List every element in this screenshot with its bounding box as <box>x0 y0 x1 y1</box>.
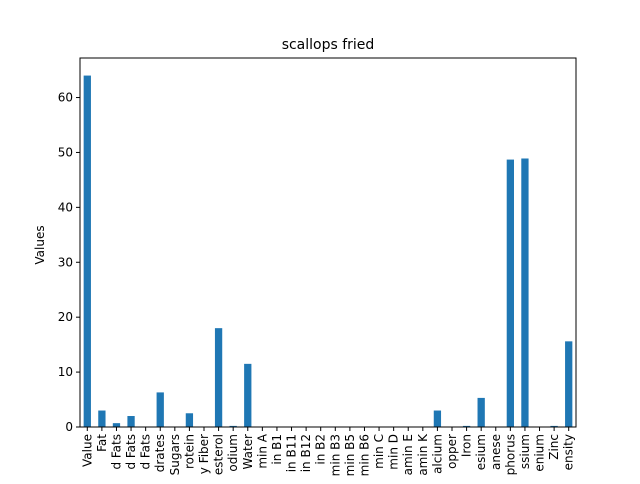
x-tick-label: phorus <box>503 434 517 475</box>
x-tick-label: min A <box>255 433 269 468</box>
bar <box>156 392 164 427</box>
x-tick-label: anese <box>489 434 503 470</box>
x-tick-label: rotein <box>182 434 196 469</box>
x-tick-label: esium <box>474 434 488 470</box>
x-tick-label: alcium <box>430 434 444 474</box>
chart-title: scallops fried <box>282 37 375 53</box>
x-tick-label: odium <box>226 434 240 472</box>
x-tick-label: ensity <box>562 434 576 470</box>
x-tick-label: Iron <box>460 434 474 457</box>
bar <box>433 410 442 427</box>
x-tick-label: Fat <box>95 434 109 452</box>
bar <box>550 425 558 427</box>
x-tick-label: min D <box>387 434 401 470</box>
y-axis-label: Values <box>33 225 47 264</box>
y-tick-label: 20 <box>58 310 73 324</box>
x-tick-label: ssium <box>518 434 532 469</box>
bar <box>521 158 529 428</box>
y-tick-label: 30 <box>58 255 73 269</box>
bar <box>229 425 237 427</box>
bar <box>477 397 485 427</box>
x-tick-label: min C <box>372 434 386 469</box>
x-axis: Value Fat d Fats d Fats d Fats drates Sugars ro… <box>80 427 576 476</box>
bar <box>565 341 573 427</box>
x-tick-label: amin E <box>401 434 415 475</box>
x-tick-label: opper <box>445 434 459 469</box>
x-tick-label: d Fats <box>109 434 123 470</box>
bar <box>462 425 471 427</box>
x-tick-label: drates <box>153 434 167 472</box>
x-tick-label: min B6 <box>357 434 371 476</box>
x-tick-label: Value <box>80 434 94 467</box>
bar-series <box>83 75 573 428</box>
x-tick-label: in B1 <box>270 434 284 465</box>
y-tick-label: 50 <box>58 145 73 159</box>
y-tick-label: 0 <box>65 420 73 434</box>
plot-frame <box>79 57 577 428</box>
x-tick-label: amin K <box>416 433 430 476</box>
y-tick-label: 10 <box>58 365 73 379</box>
bar <box>98 410 106 427</box>
bar <box>112 423 121 427</box>
y-tick-label: 60 <box>58 91 73 105</box>
x-tick-label: d Fats <box>139 434 153 470</box>
bar <box>506 159 514 427</box>
x-tick-label: Water <box>241 434 255 470</box>
bar <box>127 416 135 427</box>
x-tick-label: min B5 <box>343 434 357 476</box>
x-tick-label: min B3 <box>328 434 342 476</box>
x-tick-label: enium <box>533 434 547 472</box>
bar <box>214 328 223 427</box>
x-tick-label: in B11 <box>285 434 299 472</box>
y-axis: 0 10 20 30 40 50 60 <box>58 91 80 434</box>
bar <box>185 413 194 427</box>
bar <box>83 75 91 427</box>
x-tick-label: d Fats <box>124 434 138 470</box>
bar <box>244 363 252 427</box>
x-tick-label: esterol <box>212 434 226 475</box>
x-tick-label: in B2 <box>314 434 328 465</box>
x-tick-label: Zinc <box>547 434 561 460</box>
x-tick-label: in B12 <box>299 434 313 472</box>
x-tick-label: y Fiber <box>197 434 211 474</box>
x-tick-label: Sugars <box>168 434 182 475</box>
y-tick-label: 40 <box>58 200 73 214</box>
